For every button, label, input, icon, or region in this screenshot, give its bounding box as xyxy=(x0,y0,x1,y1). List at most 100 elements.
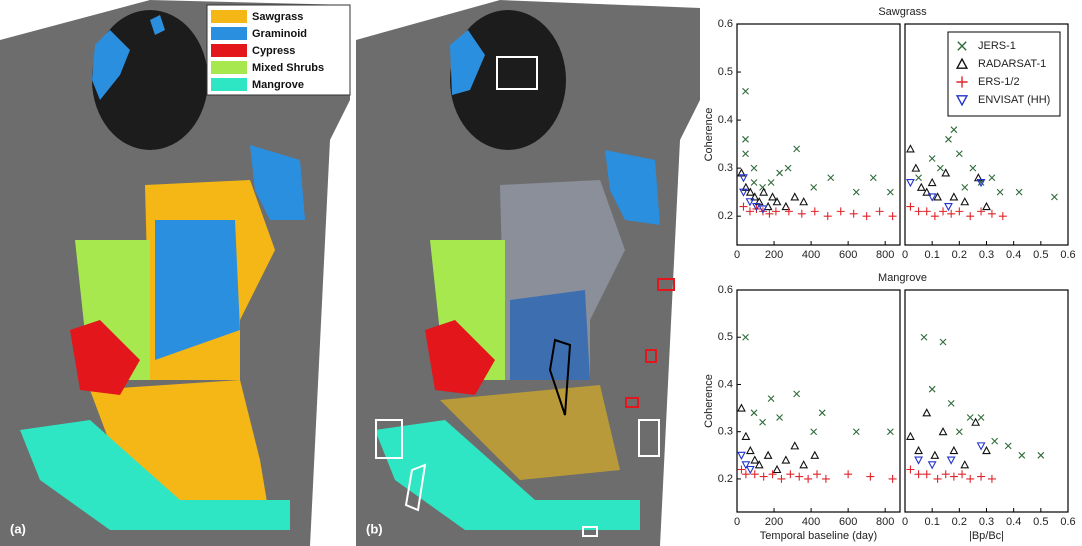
point xyxy=(828,175,834,181)
y-tick-label: 0.5 xyxy=(718,331,733,343)
legend-label: Graminoid xyxy=(252,28,307,40)
point xyxy=(777,170,783,176)
point xyxy=(737,465,745,473)
point xyxy=(742,470,750,478)
point xyxy=(743,136,749,142)
point xyxy=(837,207,845,215)
x-tick-label: 800 xyxy=(876,249,894,261)
point xyxy=(977,473,985,481)
point xyxy=(940,428,947,435)
x-tick-label: 0.6 xyxy=(1060,249,1075,261)
legend-swatch xyxy=(211,44,247,57)
point xyxy=(769,470,777,478)
x-tick-label: 400 xyxy=(802,249,820,261)
point xyxy=(760,189,767,196)
point xyxy=(743,334,749,340)
point xyxy=(997,189,1003,195)
point xyxy=(958,470,966,478)
figure: SawgrassGraminoidCypressMixed ShrubsMang… xyxy=(0,0,1082,546)
point xyxy=(907,180,914,187)
point xyxy=(876,207,884,215)
y-tick-label: 0.2 xyxy=(718,210,733,222)
x-tick-label: 0.3 xyxy=(979,516,994,528)
point xyxy=(791,442,798,449)
x-tick-label: 0.3 xyxy=(979,249,994,261)
legend-label: Cypress xyxy=(252,45,295,57)
point xyxy=(798,210,806,218)
x-tick-label: 0.2 xyxy=(952,516,967,528)
point xyxy=(739,203,747,211)
point xyxy=(912,165,919,172)
map-b: (b) xyxy=(356,0,700,546)
point xyxy=(950,193,957,200)
point xyxy=(961,198,968,205)
x-tick-label: 600 xyxy=(839,516,857,528)
point xyxy=(800,198,807,205)
point xyxy=(751,410,757,416)
point xyxy=(978,415,984,421)
point xyxy=(906,203,914,211)
point xyxy=(785,207,793,215)
point xyxy=(889,475,897,483)
point xyxy=(962,184,968,190)
point xyxy=(945,204,952,211)
point xyxy=(955,207,963,215)
point xyxy=(948,400,954,406)
point xyxy=(887,429,893,435)
y-axis-label: Coherence xyxy=(703,108,715,162)
point xyxy=(929,386,935,392)
legend-swatch xyxy=(211,61,247,74)
point xyxy=(983,447,990,454)
legend-label: ERS-1/2 xyxy=(978,76,1020,88)
point xyxy=(970,165,976,171)
y-tick-label: 0.2 xyxy=(718,473,733,485)
point xyxy=(989,175,995,181)
point xyxy=(751,470,759,478)
x-axis-label: Temporal baseline (day) xyxy=(760,530,877,542)
point xyxy=(853,429,859,435)
legend-label: Mangrove xyxy=(252,79,304,91)
point xyxy=(813,470,821,478)
point xyxy=(956,151,962,157)
y-tick-label: 0.3 xyxy=(718,162,733,174)
point xyxy=(923,409,930,416)
point xyxy=(907,433,914,440)
point xyxy=(751,457,758,464)
point xyxy=(738,452,745,459)
point xyxy=(923,470,931,478)
point xyxy=(889,212,897,220)
y-tick-label: 0.6 xyxy=(718,284,733,296)
point xyxy=(988,210,996,218)
point xyxy=(906,465,914,473)
plot-frame xyxy=(905,290,1068,512)
point xyxy=(929,462,936,469)
point xyxy=(907,145,914,152)
point xyxy=(760,419,766,425)
point xyxy=(937,165,943,171)
x-tick-label: 0.5 xyxy=(1033,516,1048,528)
point xyxy=(791,193,798,200)
x-tick-label: 200 xyxy=(765,249,783,261)
point xyxy=(777,415,783,421)
point xyxy=(988,475,996,483)
x-tick-label: 0 xyxy=(734,516,740,528)
point xyxy=(742,462,749,469)
point xyxy=(915,457,922,464)
point xyxy=(950,473,958,481)
point xyxy=(850,210,858,218)
point xyxy=(966,475,974,483)
point xyxy=(942,470,950,478)
y-tick-label: 0.4 xyxy=(718,114,733,126)
legend-label: JERS-1 xyxy=(978,40,1016,52)
point xyxy=(824,212,832,220)
point xyxy=(923,207,931,215)
point xyxy=(934,475,942,483)
point xyxy=(1051,194,1057,200)
point xyxy=(785,165,791,171)
point xyxy=(760,473,768,481)
point xyxy=(992,438,998,444)
point xyxy=(747,466,754,473)
legend-swatch xyxy=(211,78,247,91)
point xyxy=(921,334,927,340)
point xyxy=(948,457,955,464)
